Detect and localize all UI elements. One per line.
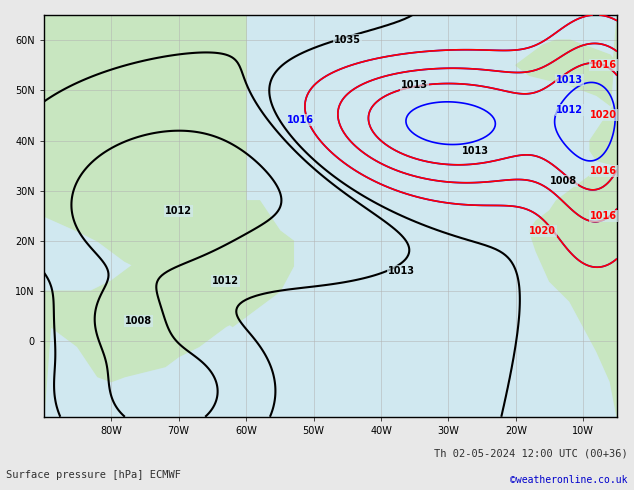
Text: 1016: 1016 <box>590 166 617 176</box>
Text: 1016: 1016 <box>590 60 617 70</box>
Polygon shape <box>516 15 617 166</box>
Text: 1013: 1013 <box>557 75 583 85</box>
Text: 1016: 1016 <box>590 211 617 221</box>
Text: Surface pressure [hPa] ECMWF: Surface pressure [hPa] ECMWF <box>6 470 181 480</box>
Polygon shape <box>44 15 246 326</box>
Polygon shape <box>44 201 294 417</box>
Polygon shape <box>529 166 617 417</box>
Text: 1020: 1020 <box>590 110 617 121</box>
Text: ©weatheronline.co.uk: ©weatheronline.co.uk <box>510 475 628 485</box>
Text: 1008: 1008 <box>550 176 577 186</box>
Text: 1013: 1013 <box>462 146 489 156</box>
Text: 1008: 1008 <box>125 317 152 326</box>
Text: 1012: 1012 <box>557 105 583 116</box>
Text: 1035: 1035 <box>333 35 361 45</box>
Text: 1012: 1012 <box>165 206 192 216</box>
Text: Th 02-05-2024 12:00 UTC (00+36): Th 02-05-2024 12:00 UTC (00+36) <box>434 448 628 458</box>
Text: 1012: 1012 <box>212 276 240 286</box>
Text: 1020: 1020 <box>529 226 557 236</box>
Text: 1013: 1013 <box>401 80 428 90</box>
Text: 1013: 1013 <box>388 266 415 276</box>
Text: 1016: 1016 <box>287 116 314 125</box>
